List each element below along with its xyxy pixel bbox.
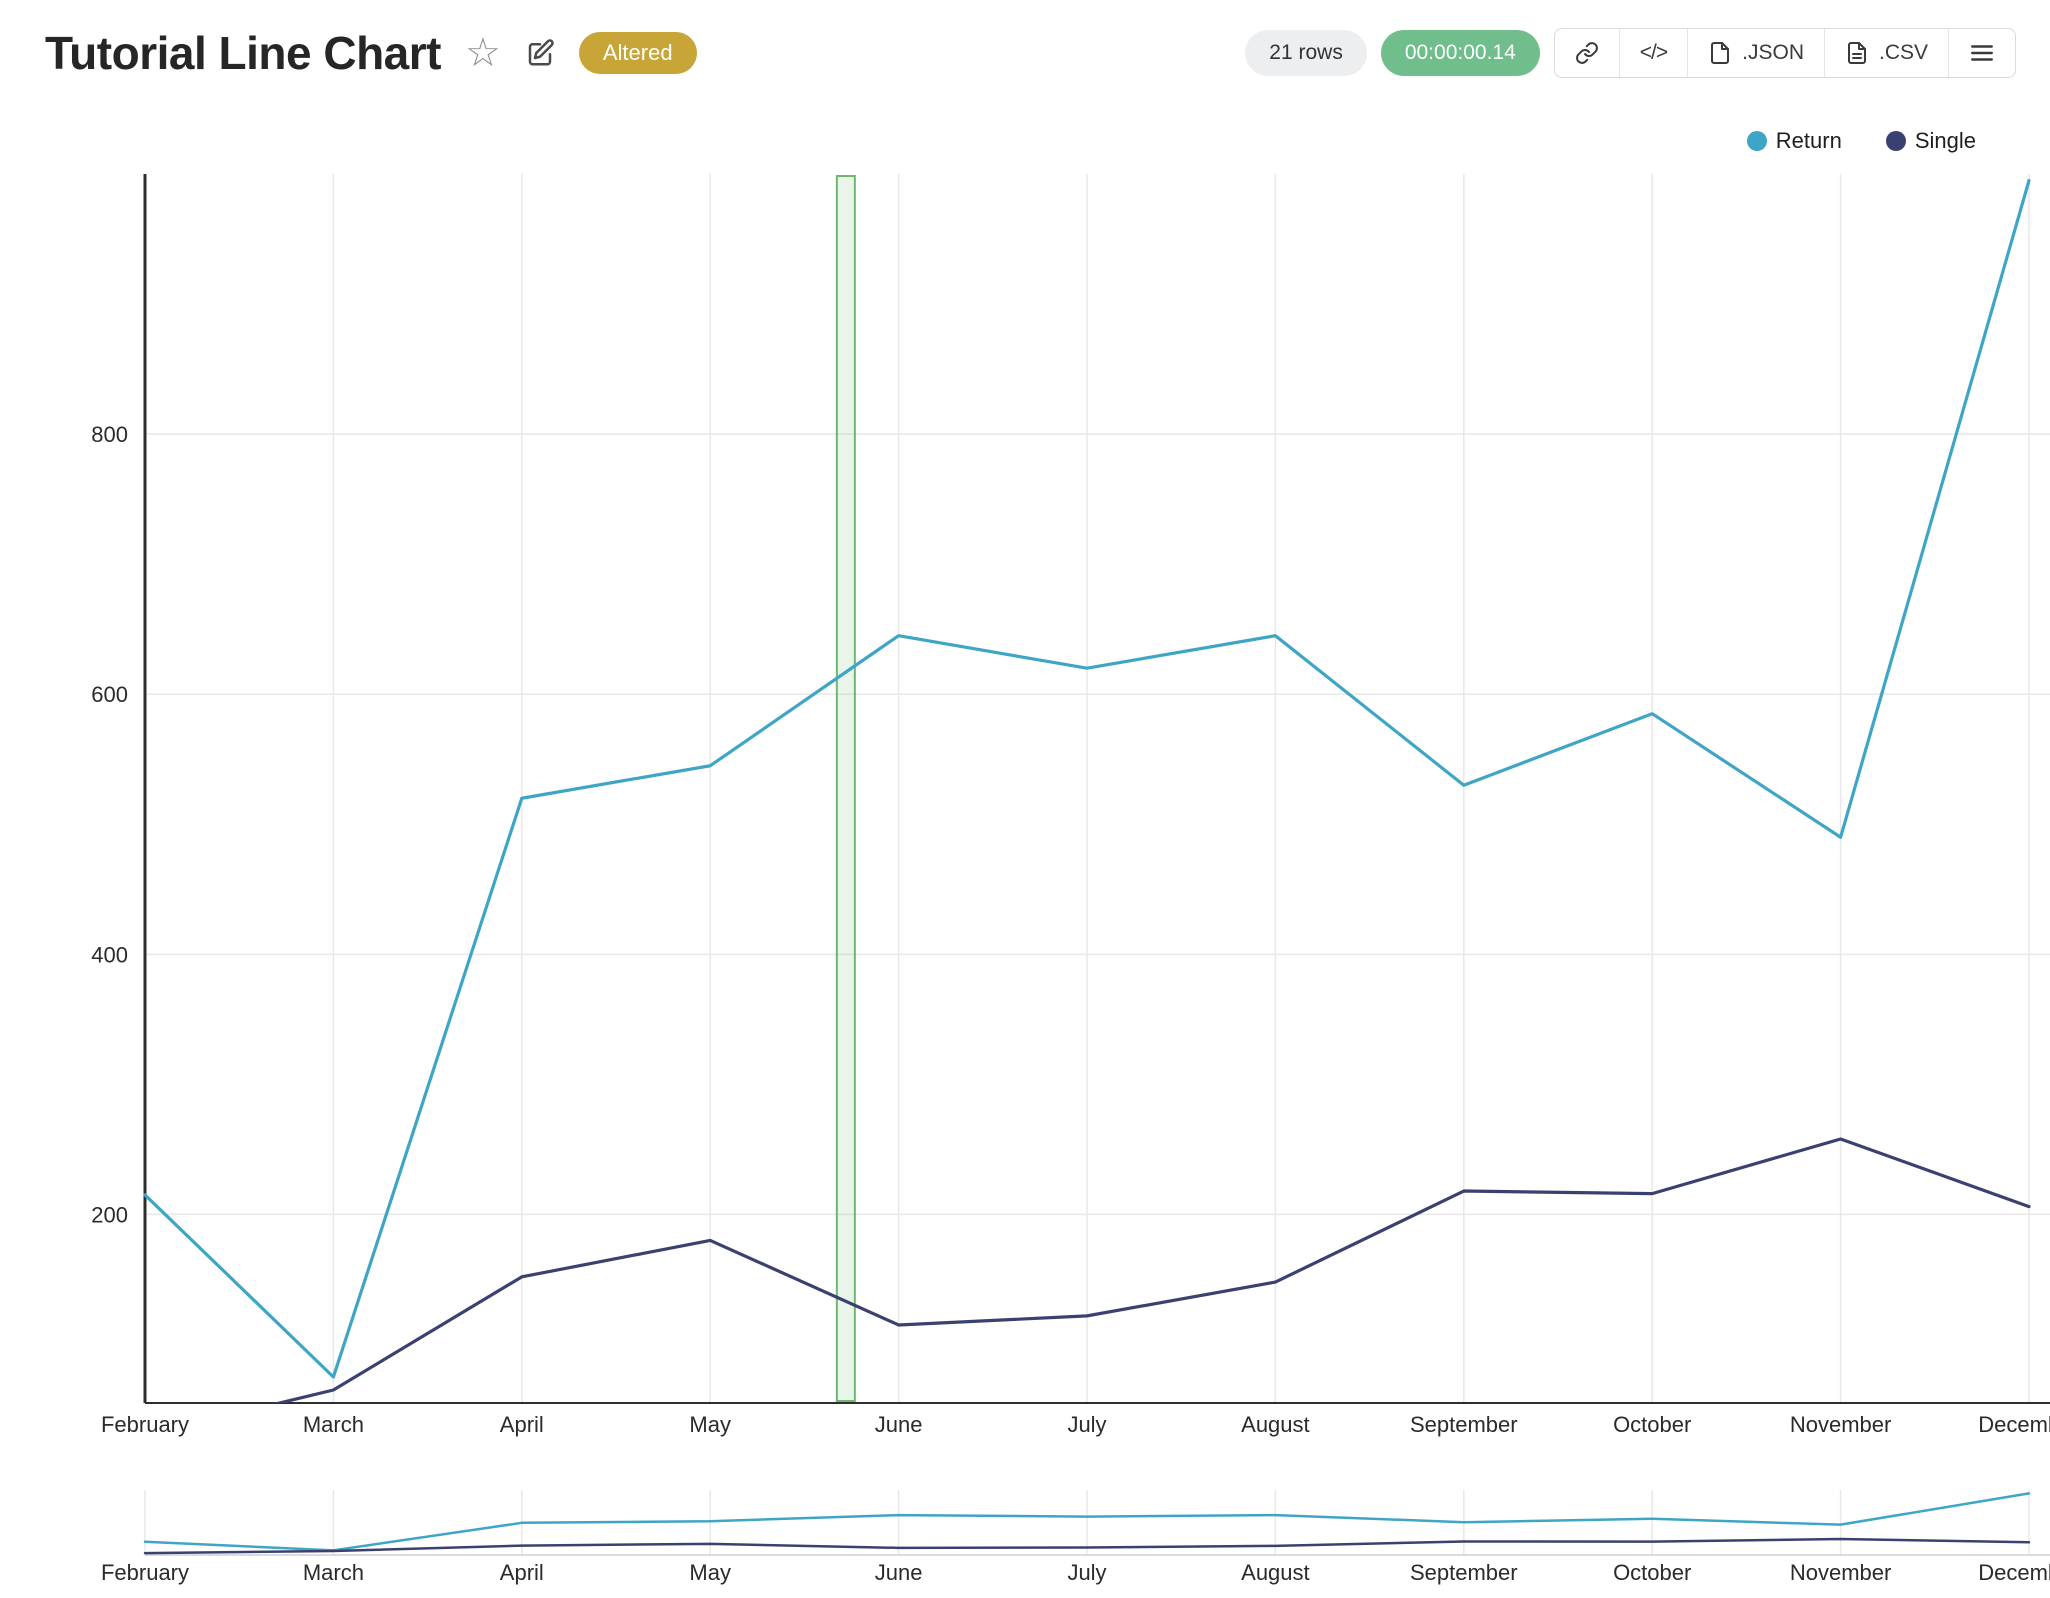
code-icon: </>: [1639, 41, 1668, 64]
legend-swatch-single: [1885, 131, 1906, 151]
minimap-x-label: April: [500, 1560, 544, 1585]
hamburger-menu-icon: [1971, 45, 1993, 61]
minimap-x-label: March: [303, 1560, 364, 1585]
x-tick-label: July: [1067, 1412, 1106, 1437]
series-line-single: [272, 1137, 2031, 1403]
x-tick-label: December: [1978, 1412, 2050, 1437]
series-line-return: [143, 178, 2031, 1379]
y-tick-label: 800: [91, 422, 128, 447]
timeline-marker-band[interactable]: [835, 175, 856, 1402]
x-tick-label: October: [1613, 1412, 1691, 1437]
download-csv-button[interactable]: .CSV: [1823, 29, 1948, 77]
query-timer-badge: 00:00:00.14: [1380, 30, 1540, 76]
minimap-x-label: October: [1613, 1560, 1691, 1585]
line-chart[interactable]: 200 400 600 800 February March April May June Jul…: [0, 174, 2050, 1598]
json-button-label: .JSON: [1742, 41, 1804, 64]
x-tick-label: September: [1410, 1412, 1518, 1437]
csv-file-icon: [1847, 42, 1866, 64]
y-tick-label: 200: [91, 1202, 128, 1227]
minimap-x-label: May: [689, 1560, 731, 1585]
chart-legend: Return Single: [1746, 128, 1976, 154]
x-tick-label: August: [1241, 1412, 1310, 1437]
menu-button[interactable]: [1948, 29, 2015, 77]
altered-badge: Altered: [578, 32, 697, 74]
minimap-line-return: [143, 1492, 2031, 1552]
minimap-x-label: February: [101, 1560, 189, 1585]
x-tick-label: November: [1790, 1412, 1891, 1437]
row-count-badge: 21 rows: [1245, 30, 1367, 76]
legend-label-single: Single: [1914, 128, 1976, 153]
y-tick-label: 400: [91, 942, 128, 967]
x-tick-label: May: [689, 1412, 731, 1437]
gridlines: [144, 174, 2050, 1403]
title-group: Tutorial Line Chart ☆ Altered: [45, 26, 697, 80]
csv-button-label: .CSV: [1878, 41, 1928, 64]
minimap-x-label: July: [1067, 1560, 1106, 1585]
favorite-star-icon[interactable]: ☆: [465, 31, 501, 75]
embed-code-button[interactable]: </>: [1618, 29, 1687, 77]
minimap-x-label: December: [1978, 1560, 2050, 1585]
x-tick-label: June: [875, 1412, 923, 1437]
minimap-x-label: November: [1790, 1560, 1891, 1585]
download-json-button[interactable]: .JSON: [1687, 29, 1824, 77]
edit-icon[interactable]: [525, 38, 555, 68]
x-tick-label: April: [500, 1412, 544, 1437]
link-icon: [1575, 42, 1598, 64]
json-file-icon: [1711, 42, 1730, 64]
series-lines: [143, 178, 2031, 1403]
header-actions: 21 rows 00:00:00.14 </> .JSON: [1245, 28, 2016, 78]
minimap-x-label: June: [875, 1560, 923, 1585]
page-title: Tutorial Line Chart: [45, 27, 442, 79]
range-minimap[interactable]: February March April May June July August Septe…: [101, 1490, 2050, 1585]
x-tick-label: March: [303, 1412, 364, 1437]
legend-item-return[interactable]: Return: [1746, 128, 1842, 154]
share-link-button[interactable]: [1555, 29, 1619, 77]
minimap-line-single: [143, 1537, 2031, 1555]
export-toolbar: </> .JSON .CSV: [1553, 28, 2016, 78]
legend-label-return: Return: [1775, 128, 1842, 153]
legend-swatch-return: [1746, 131, 1767, 151]
y-tick-label: 600: [91, 682, 128, 707]
legend-item-single[interactable]: Single: [1885, 128, 1976, 154]
minimap-x-label: August: [1241, 1560, 1310, 1585]
minimap-x-label: September: [1410, 1560, 1518, 1585]
x-tick-label: February: [101, 1412, 189, 1437]
